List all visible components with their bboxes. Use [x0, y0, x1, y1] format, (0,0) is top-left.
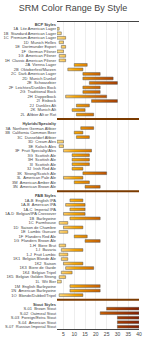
svg-text:3G Scottish Ale: 3G Scottish Ale	[28, 153, 57, 158]
svg-text:S-02 Oatmeal Stout: S-02 Oatmeal Stout	[20, 311, 57, 316]
svg-text:1L Wit Bier: 1L Wit Bier	[35, 279, 56, 284]
svg-text:30: 30	[115, 331, 121, 337]
svg-text:1E Dortmunder Export: 1E Dortmunder Export	[15, 44, 57, 49]
svg-text:1B Barleywine: 1B Barleywine	[29, 216, 56, 221]
svg-text:S-01 Brown Stout: S-01 Brown Stout	[24, 306, 57, 311]
svg-text:2L Altbier Alt or Rot: 2L Altbier Alt or Rot	[20, 112, 56, 117]
svg-text:1N American Barleywine: 1N American Barleywine	[11, 288, 57, 293]
svg-text:2G Traditional Bock: 2G Traditional Bock	[20, 89, 56, 94]
svg-text:1G Flanders Brown Ale: 1G Flanders Brown Ale	[14, 238, 57, 243]
svg-text:2A Vienna Lager: 2A Vienna Lager	[25, 62, 57, 67]
svg-text:1-H Biere Brut: 1-H Biere Brut	[30, 243, 57, 248]
svg-text:1K3 Biere de Garde: 1K3 Biere de Garde	[20, 265, 57, 270]
svg-text:3I Scottish Ale: 3I Scottish Ale	[30, 162, 57, 167]
svg-text:1A-D Belgian/IPA Crossover: 1A-D Belgian/IPA Crossover	[5, 211, 57, 216]
svg-text:2I Eisbock: 2I Eisbock	[36, 98, 56, 103]
svg-text:2H Doppelbock: 2H Doppelbock	[28, 94, 56, 99]
svg-text:1H Classic American Pilsner: 1H Classic American Pilsner	[5, 58, 57, 63]
svg-text:3E Kolsch Ales: 3E Kolsch Ales	[28, 144, 56, 149]
svg-text:SRM Color Range By Style: SRM Color Range By Style	[19, 3, 128, 13]
svg-text:2F Leichtes/Dunkles Bock: 2F Leichtes/Dunkles Bock	[9, 85, 56, 90]
svg-text:2C Dark American Lager: 2C Dark American Lager	[11, 71, 57, 76]
svg-text:1D Munich Helles: 1D Munich Helles	[24, 40, 56, 45]
svg-text:1C Premium American Lager: 1C Premium American Lager	[4, 35, 57, 40]
svg-text:Stout Styles: Stout Styles	[33, 302, 57, 307]
svg-text:1A-B American IPA: 1A-B American IPA	[21, 202, 57, 207]
svg-text:3A Northern German Altbier: 3A Northern German Altbier	[6, 126, 57, 131]
svg-text:BCP Styles: BCP Styles	[35, 22, 57, 27]
svg-text:1F German Pilsner: 1F German Pilsner	[21, 49, 56, 54]
svg-text:1A-B English IPA: 1A-B English IPA	[25, 198, 57, 203]
svg-text:3L American Pale Ale: 3L American Pale Ale	[17, 175, 57, 180]
svg-text:1-J Fruit Lambic: 1-J Fruit Lambic	[26, 252, 56, 257]
svg-text:S-03 Foreign/Extra Stout: S-03 Foreign/Extra Stout	[11, 315, 57, 320]
svg-text:20: 20	[93, 331, 99, 337]
svg-text:1C Farmhouse: 1C Farmhouse	[28, 220, 56, 225]
svg-text:25: 25	[104, 331, 110, 337]
svg-text:S-07 Russian Imperial Stout: S-07 Russian Imperial Stout	[5, 324, 57, 329]
svg-text:1M English Barleywine: 1M English Barleywine	[14, 284, 56, 289]
svg-text:Hybrids/Specialty: Hybrids/Specialty	[22, 121, 56, 126]
svg-text:1D Saison de Chambre: 1D Saison de Chambre	[13, 225, 56, 230]
svg-text:2B Oktoberfest/Marzen: 2B Oktoberfest/Marzen	[14, 67, 56, 72]
svg-text:2J Dunkles Alt: 2J Dunkles Alt	[30, 103, 57, 108]
svg-text:PAB Styles: PAB Styles	[35, 193, 57, 198]
svg-text:40: 40	[136, 331, 142, 337]
svg-text:35: 35	[125, 331, 131, 337]
svg-text:1A-C Imperial IPA: 1A-C Imperial IPA	[23, 207, 56, 212]
svg-text:1O Blonde/Dubbel/Tripel: 1O Blonde/Dubbel/Tripel	[11, 293, 56, 298]
svg-text:1K2 Saison: 1K2 Saison	[34, 261, 56, 266]
svg-text:2K Munich Alt: 2K Munich Alt	[30, 107, 56, 112]
svg-text:1-I Bavaria: 1-I Bavaria	[36, 247, 57, 252]
svg-text:1F Flanders Red Ale: 1F Flanders Red Ale	[18, 234, 56, 239]
svg-text:1B Standard American Lager: 1B Standard American Lager	[4, 31, 57, 36]
svg-text:3H Scottish Ale: 3H Scottish Ale	[28, 157, 57, 162]
svg-text:1K1 Belgian Blonde Ale: 1K1 Belgian Blonde Ale	[13, 256, 57, 261]
svg-text:3C Dusseldorf Altbier: 3C Dusseldorf Altbier	[17, 135, 56, 140]
svg-text:3D Cream Ales: 3D Cream Ales	[28, 139, 56, 144]
svg-text:2D Munich Dunkel: 2D Munich Dunkel	[22, 76, 56, 81]
svg-text:3J Irish Red Ale: 3J Irish Red Ale	[27, 166, 57, 171]
svg-text:3F Fruit Specialty/Ales: 3F Fruit Specialty/Ales	[15, 148, 56, 153]
svg-text:3N American Brown Ale: 3N American Brown Ale	[13, 184, 57, 189]
svg-text:3K Strong/Scotch Ale: 3K Strong/Scotch Ale	[17, 171, 57, 176]
svg-text:S-04 American Stout: S-04 American Stout	[18, 320, 57, 325]
svg-text:1K5 Belgian Golden Strong: 1K5 Belgian Golden Strong	[6, 274, 56, 279]
svg-text:1A Lite American Lager: 1A Lite American Lager	[13, 26, 56, 31]
svg-text:15: 15	[82, 331, 88, 337]
svg-text:3M American Amber Ale: 3M American Amber Ale	[12, 180, 57, 185]
svg-text:5: 5	[62, 331, 65, 337]
svg-text:1E Lambic Gueuze: 1E Lambic Gueuze	[21, 229, 57, 234]
svg-text:3B California Common Beer: 3B California Common Beer	[5, 130, 57, 135]
svg-text:10: 10	[71, 331, 77, 337]
svg-text:1G American Pilsner: 1G American Pilsner	[18, 53, 56, 58]
svg-text:2E Schwarzbier: 2E Schwarzbier	[27, 80, 57, 85]
svg-text:1K4 Belgian Tripel: 1K4 Belgian Tripel	[22, 270, 56, 275]
